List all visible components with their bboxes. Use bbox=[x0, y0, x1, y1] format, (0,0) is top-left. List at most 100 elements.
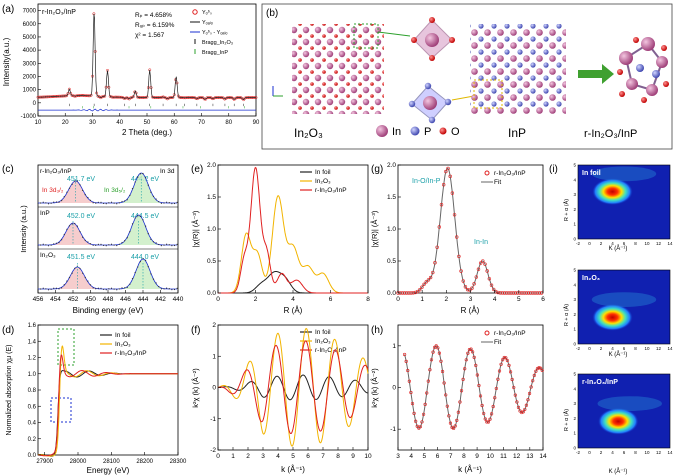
a-obs-point bbox=[151, 95, 154, 99]
h-axes-ytick-label-2: 1 bbox=[392, 343, 396, 350]
c-raw-point bbox=[92, 244, 94, 246]
a-axes-ytick-label-0: -1000 bbox=[21, 114, 37, 120]
c-raw-point bbox=[84, 239, 86, 242]
h-data-point bbox=[499, 362, 503, 366]
i-xtick-label: 8 bbox=[634, 346, 637, 351]
c-raw-point bbox=[129, 231, 131, 233]
inp-crystal bbox=[470, 24, 566, 114]
c-raw-point bbox=[74, 180, 76, 182]
i-ytick-label: 3 bbox=[573, 192, 576, 197]
a-axes-ytick-label-6: 5000 bbox=[23, 35, 37, 41]
panel-e-ylabel: |χ(R)| (Å⁻³) bbox=[191, 210, 200, 247]
c-axes-xtick-label-6: 444 bbox=[138, 296, 149, 303]
d-axes-ytick-label-4: 0.8 bbox=[28, 388, 37, 394]
f-axes-xtick-label-8: 8 bbox=[336, 453, 340, 460]
g-data-point bbox=[420, 285, 424, 289]
panel-a-ylabel: Intensity(a.u.) bbox=[2, 37, 11, 86]
in2o3-crystal bbox=[292, 24, 384, 114]
c-raw-point bbox=[145, 177, 147, 179]
h-data-point bbox=[521, 410, 525, 414]
i-xtick-label: 6 bbox=[623, 241, 626, 246]
panel-d-frame bbox=[37, 324, 179, 456]
c-raw-point bbox=[89, 284, 92, 286]
c-raw-point bbox=[68, 225, 71, 227]
g-data-point bbox=[407, 291, 411, 295]
c-raw-point bbox=[137, 215, 139, 217]
h-data-point bbox=[474, 363, 478, 367]
g-data-point bbox=[435, 245, 439, 249]
g-axes-ytick-label-2: 1.0 bbox=[387, 226, 396, 233]
c-raw-point bbox=[137, 266, 139, 268]
h-data-point bbox=[539, 366, 543, 370]
c-raw-point bbox=[126, 199, 128, 201]
g-data-point bbox=[418, 288, 422, 292]
g-axes-xtick-label-4: 4 bbox=[493, 296, 497, 303]
panel-c-xlabel: Binding energy (eV) bbox=[73, 306, 144, 315]
c-raw-point bbox=[71, 183, 73, 185]
a-axes-xtick-label-4: 50 bbox=[144, 120, 151, 126]
h-axes-xtick-label-3: 6 bbox=[436, 453, 440, 460]
c-raw-point bbox=[131, 187, 134, 190]
g-data-point bbox=[531, 291, 535, 295]
h-data-point bbox=[456, 410, 460, 414]
c-raw-point bbox=[139, 261, 141, 263]
c-raw-point bbox=[147, 184, 149, 186]
a-axes-xtick-label-1: 20 bbox=[62, 120, 69, 126]
c-raw-point bbox=[158, 243, 160, 246]
i-ytick-label: 4 bbox=[573, 177, 576, 182]
i-hotspot-1 bbox=[592, 304, 633, 331]
g-data-point bbox=[505, 291, 509, 295]
d-axes-xtick-label-0: 27900 bbox=[36, 459, 53, 465]
c-raw-point bbox=[168, 244, 170, 246]
h-data-point bbox=[482, 411, 486, 416]
d-axes-ytick-label-2: 0.4 bbox=[28, 421, 37, 427]
c-axes-xtick-label-2: 452 bbox=[68, 296, 79, 303]
h-data-point bbox=[527, 391, 532, 396]
h-data-point bbox=[447, 414, 451, 418]
i-xtick-label: 8 bbox=[634, 450, 637, 455]
c-raw-point bbox=[142, 219, 144, 221]
panel-a-stat-3: χ² = 1.567 bbox=[135, 32, 165, 39]
c-raw-point bbox=[40, 244, 42, 246]
g-axes-ytick-label-3: 1.5 bbox=[387, 194, 396, 201]
legend-a-obs: Yₒᵇₛ bbox=[202, 9, 212, 16]
panel-a: (a) r-In₂O₃/InP Rₚ = 4.658% Rᵤₚ = 6.159%… bbox=[2, 3, 260, 137]
h-data-point bbox=[445, 404, 449, 408]
panel-f-letter: (f) bbox=[191, 325, 200, 336]
c-raw-point bbox=[176, 287, 178, 290]
c-peak-3: 452.0 eV bbox=[67, 213, 95, 220]
g-data-point bbox=[528, 291, 533, 295]
label-in2o3: In₂O₃ bbox=[294, 126, 323, 140]
legend-a-marker-obs bbox=[192, 9, 198, 15]
g-data-point bbox=[450, 191, 455, 195]
c-raw-point bbox=[105, 203, 107, 205]
c-raw-point bbox=[108, 244, 110, 246]
c-axes-xtick-label-7: 442 bbox=[155, 296, 166, 303]
d-whiteline-box bbox=[57, 328, 75, 366]
h-data-point bbox=[467, 348, 472, 352]
c-raw-point bbox=[121, 241, 123, 244]
h-data-point bbox=[523, 407, 527, 412]
i-halo-1 bbox=[591, 292, 657, 307]
h-data-point bbox=[425, 391, 429, 395]
e-axes-xtick-label-2: 4 bbox=[291, 296, 295, 303]
c-raw-point bbox=[100, 201, 102, 203]
c-raw-point bbox=[58, 242, 60, 244]
panel-d-plot bbox=[38, 345, 178, 457]
c-raw-point bbox=[116, 289, 118, 291]
h-data-point bbox=[491, 404, 495, 409]
a-axes-xtick-label-7: 80 bbox=[225, 120, 232, 126]
in2o3-pointer-arrow bbox=[377, 31, 411, 37]
c-raw-point bbox=[110, 287, 113, 289]
panel-f-axes: 0 1 2 3 4 5 6 7 8 9 10 -2 -1 0 1 2 bbox=[210, 322, 372, 460]
i-ytick-label: 5 bbox=[573, 372, 576, 377]
g-data-point bbox=[465, 287, 470, 292]
d-axes-xtick-label-1: 28000 bbox=[70, 459, 87, 465]
g-annotation-2: In-In bbox=[474, 239, 488, 246]
c-component-52 bbox=[38, 173, 178, 203]
g-data-point bbox=[409, 291, 413, 295]
h-data-point bbox=[448, 421, 453, 425]
h-data-point bbox=[478, 394, 483, 398]
a-calc-line bbox=[38, 13, 256, 101]
panel-f-frame bbox=[217, 324, 369, 451]
